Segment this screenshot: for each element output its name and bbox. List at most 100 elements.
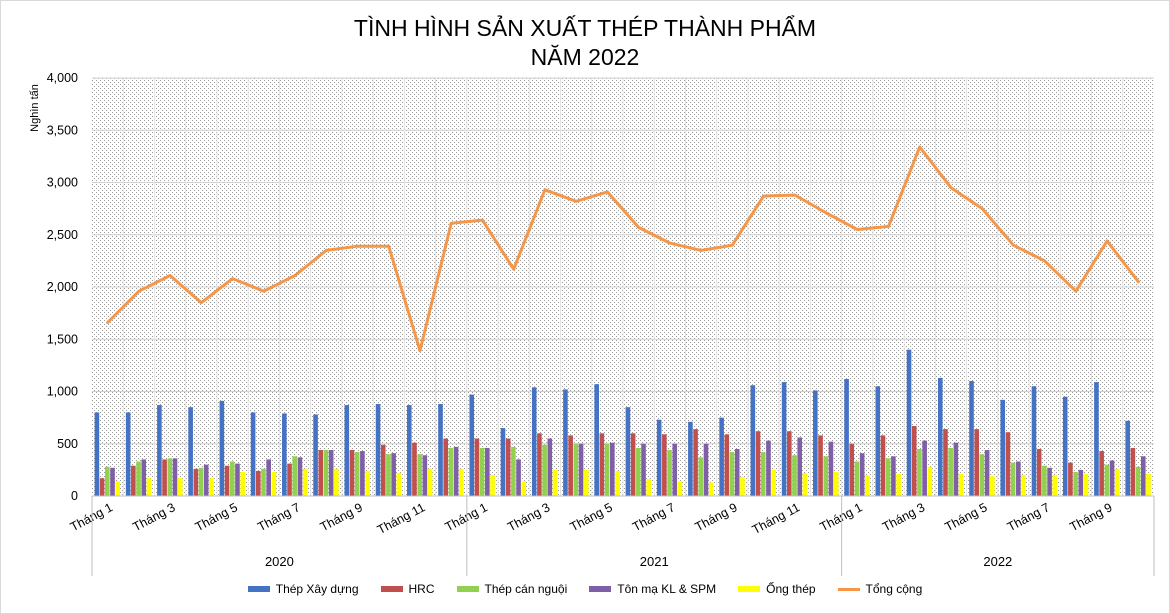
x-tick-label: Tháng 9 (1067, 500, 1114, 534)
bar (349, 450, 355, 496)
legend-item: Thép Xây dựng (247, 582, 359, 596)
legend-item: Ống thép (738, 582, 816, 596)
bar (599, 433, 605, 496)
bar (703, 443, 709, 496)
bar (110, 467, 115, 496)
bar (302, 468, 308, 496)
bar (615, 470, 620, 496)
bar (844, 378, 849, 496)
bar (729, 452, 735, 496)
bar (188, 407, 193, 496)
bar (235, 463, 240, 496)
bar (656, 419, 662, 496)
bar (224, 465, 230, 496)
legend-label: Ống thép (766, 582, 816, 596)
bar (1062, 396, 1068, 496)
bar (380, 444, 386, 496)
bar (953, 442, 959, 496)
bar (797, 437, 802, 496)
bar (438, 404, 443, 496)
bar (563, 389, 568, 496)
bar (453, 446, 459, 496)
bar (734, 448, 740, 496)
bar (859, 453, 865, 496)
bar (417, 454, 422, 496)
bar (459, 468, 464, 496)
bar (740, 477, 745, 496)
bar (209, 478, 214, 496)
bar (625, 407, 631, 496)
x-tick-label: Tháng 3 (130, 500, 177, 534)
bar (781, 382, 787, 496)
bar (786, 431, 792, 496)
bar (948, 447, 953, 496)
bar (609, 442, 615, 496)
bar (1135, 466, 1141, 496)
bar (266, 459, 271, 496)
bar (662, 434, 667, 496)
bar (766, 440, 771, 496)
bar (1021, 475, 1026, 496)
bar (105, 466, 110, 496)
bar (958, 474, 964, 496)
bar (1047, 467, 1052, 496)
total-line (106, 145, 1140, 353)
bar (485, 447, 490, 496)
bar (937, 377, 943, 496)
bar (578, 443, 584, 496)
x-tick-label: Tháng 3 (505, 500, 552, 534)
legend-swatch (837, 587, 860, 591)
bar (1031, 386, 1037, 496)
bar (719, 417, 724, 496)
bar (1042, 465, 1047, 496)
x-tick-label: Tháng 7 (1005, 500, 1052, 534)
bar (911, 425, 917, 496)
bar (990, 476, 995, 496)
bar (375, 404, 381, 496)
y-tick-label: 2,500 (47, 228, 78, 242)
bar (688, 421, 693, 496)
bar (1083, 474, 1089, 496)
x-tick-label: Tháng 5 (943, 500, 990, 534)
y-tick-label: 4,000 (47, 71, 78, 85)
bar (1099, 451, 1104, 496)
bar (94, 412, 100, 496)
x-tick-label: Tháng 3 (880, 500, 927, 534)
bar (531, 387, 537, 496)
bar (943, 429, 948, 496)
bar (974, 429, 980, 496)
bar (198, 467, 204, 496)
bar (1078, 469, 1084, 496)
legend-label: Tôn mạ KL & SPM (617, 582, 717, 596)
bar (250, 412, 256, 496)
legend-swatch (738, 586, 761, 592)
y-tick-label: 0 (71, 489, 78, 503)
bar (698, 457, 704, 496)
bar (344, 405, 350, 496)
bar (818, 435, 823, 496)
year-label: 2021 (640, 554, 669, 569)
chart-title-line-2: NĂM 2022 (530, 44, 640, 70)
legend-label: Thép Xây dựng (275, 582, 359, 596)
bar (136, 461, 141, 496)
bar (167, 458, 173, 496)
bar (157, 405, 162, 496)
bar (162, 459, 167, 496)
bar (1140, 456, 1146, 496)
bar (1052, 475, 1058, 496)
x-tick-label: Tháng 9 (693, 500, 740, 534)
bar (511, 446, 516, 496)
legend-label: Tổng cộng (865, 582, 923, 596)
legend-item: Thép cán nguội (456, 582, 567, 596)
bar (406, 405, 412, 496)
bar (724, 434, 730, 496)
bar (1104, 464, 1110, 496)
bar (313, 414, 318, 496)
legend-item: Tổng cộng (837, 582, 923, 596)
bar (323, 450, 329, 496)
bar (297, 457, 303, 496)
bar (636, 447, 641, 496)
bar (630, 433, 636, 496)
bar (667, 450, 672, 496)
bar (573, 443, 579, 496)
